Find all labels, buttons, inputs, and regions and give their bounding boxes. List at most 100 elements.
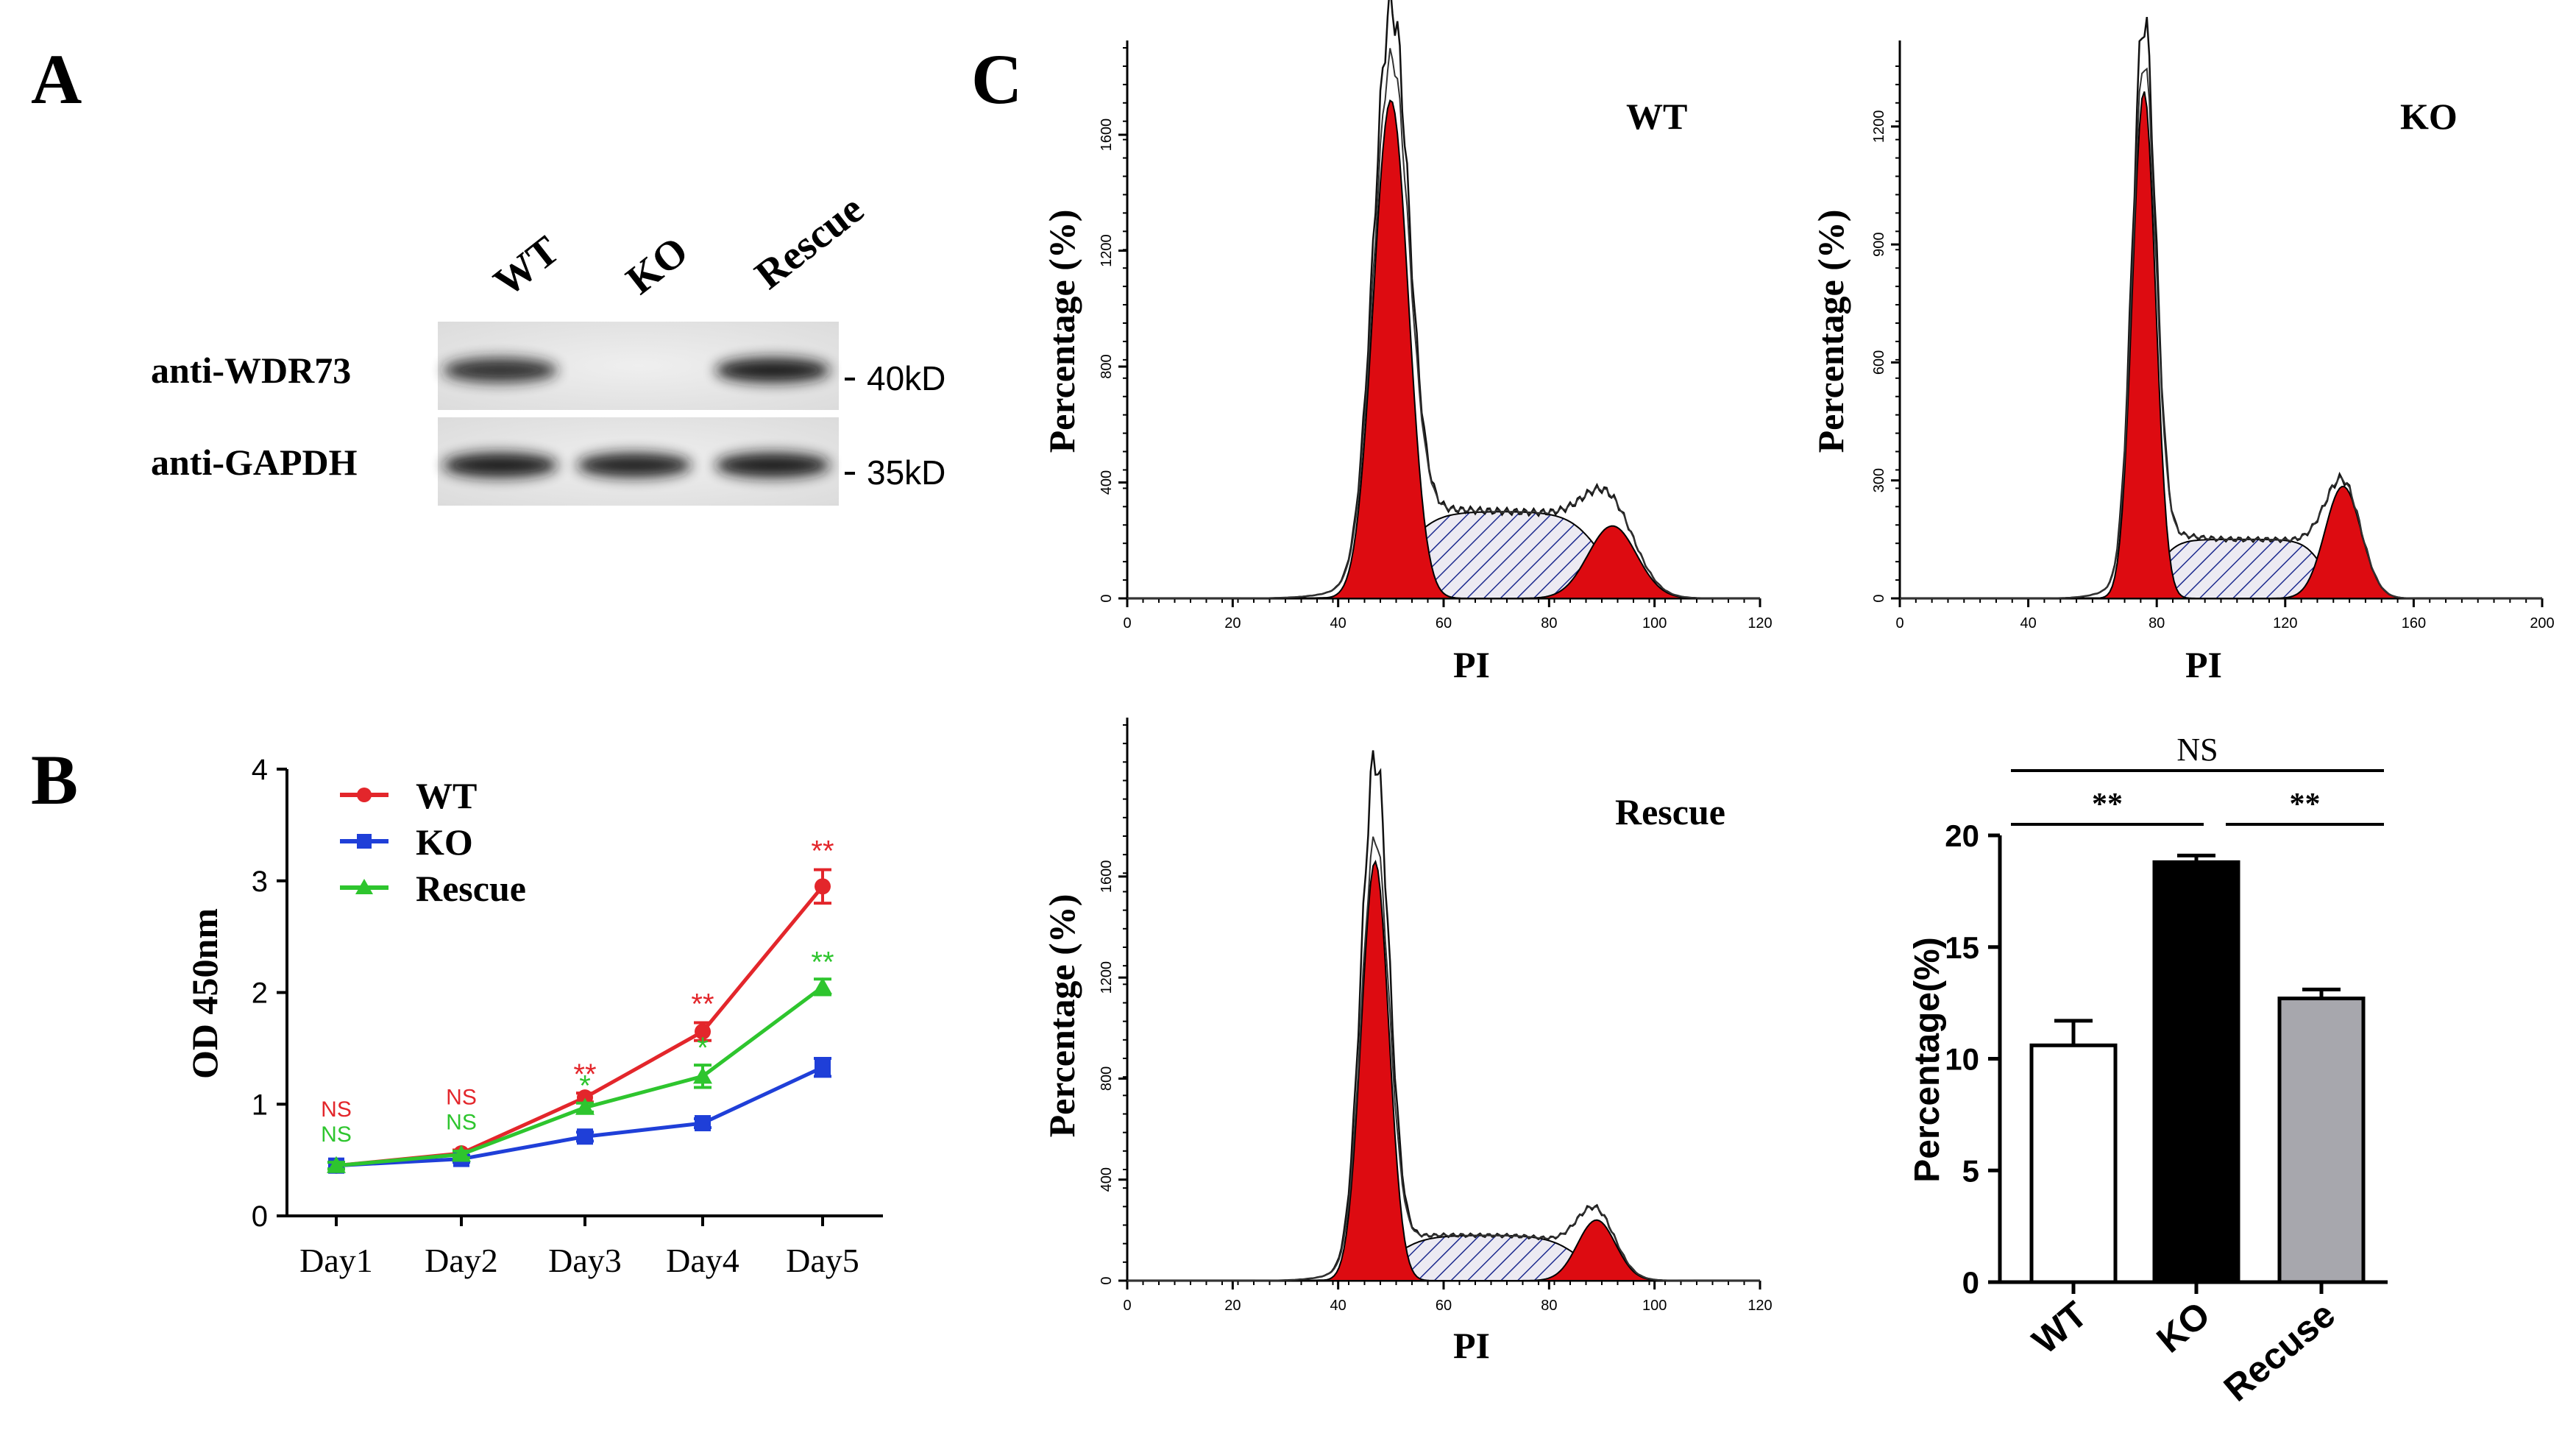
bar-y-tick-label: 20 [1945,818,1979,853]
line-point-rescue [813,977,832,994]
blot-band-1-2 [715,453,830,478]
hist-data-envelope [1127,0,1760,600]
bar-sig-label: ** [2092,788,2123,821]
bar-x-tick-label: WT [2025,1294,2096,1362]
bar-y-tick-label: 0 [1962,1265,1979,1300]
hist-y-tick-label: 0 [1099,594,1115,602]
hist-x-tick-label: 0 [1895,615,1903,631]
blot-band-0-2 [715,358,830,383]
hist-x-tick-label: 160 [2402,615,2426,631]
hist-g1-peak [1900,91,2542,599]
bar-wt [2029,1043,2118,1284]
hist-ko-ylabel: Percentage (%) [1810,210,1851,453]
bar-y-label: Percentage(%) [1908,937,1947,1182]
sig-label-wt: NS [446,1085,477,1109]
panel-letter-b: B [31,740,78,819]
line-x-tick-label: Day3 [548,1242,622,1279]
legend-marker-rescue [355,879,373,894]
hist-x-tick-label: 60 [1436,1298,1452,1314]
hist-s-phase [1127,1234,1760,1281]
hist-y-tick-label: 300 [1871,468,1887,492]
bar-y-tick-label: 10 [1945,1042,1979,1077]
sig-label-wt: NS [321,1097,352,1122]
hist-s-phase [1127,511,1760,599]
hist-model-fit [1900,67,2542,599]
line-y-tick-label: 2 [252,977,268,1010]
line-point-wt [695,1023,711,1040]
sig-label-rescue: * [579,1070,591,1103]
line-point-ko [695,1115,711,1132]
hist-y-tick-label: 400 [1099,1167,1115,1192]
hist-x-tick-label: 0 [1123,1298,1131,1314]
sig-label-rescue: ** [811,946,834,978]
hist-x-tick-label: 40 [1330,1298,1346,1314]
blot-band-1-1 [577,453,692,478]
hist-x-tick-label: 120 [1748,615,1772,631]
bar-x-tick-label: Recuse [2216,1294,2343,1409]
bar-recuse [2277,997,2366,1284]
marker-35kd: 35kD [867,453,945,492]
hist-y-tick-label: 800 [1099,1066,1115,1091]
blot-row-label-wdr73: anti-WDR73 [151,350,351,391]
blot-band-1-0 [443,453,558,478]
sig-label-wt: ** [691,988,714,1020]
hist-x-tick-label: 40 [2020,615,2036,631]
histogram-ko: KO PI Percentage (%) 0 40 80 120 160 200 0 300 6… [1810,16,2555,685]
bar-ko [2152,860,2240,1284]
legend-label-wt: WT [416,775,477,816]
hist-y-tick-label: 1600 [1099,860,1115,894]
hist-rescue-ylabel: Percentage (%) [1041,894,1082,1138]
bar-sig-label: NS [2176,732,2218,768]
legend-label-rescue: Rescue [416,868,526,909]
hist-x-tick-label: 100 [1642,615,1667,631]
hist-rescue-title: Rescue [1615,791,1725,832]
marker-40kd: 40kD [867,359,945,397]
line-y-tick-label: 3 [252,866,268,898]
hist-y-tick-label: 1200 [1871,110,1887,144]
hist-y-tick-label: 1200 [1099,234,1115,267]
hist-x-tick-label: 80 [1541,1298,1557,1314]
lane-label-wt: WT [486,227,568,305]
line-x-tick-label: Day5 [786,1242,859,1279]
hist-y-tick-label: 600 [1871,350,1887,375]
hist-x-tick-label: 100 [1642,1298,1667,1314]
hist-model-fit [1127,836,1760,1281]
line-point-rescue [327,1156,346,1173]
blot-band-0-0 [443,358,558,383]
hist-y-tick-label: 1200 [1099,961,1115,994]
blot-row-label-gapdh: anti-GAPDH [151,442,358,483]
hist-x-tick-label: 20 [1224,1298,1241,1314]
histogram-rescue: Rescue PI Percentage (%) 0 20 40 60 80 100 120… [1041,718,1773,1366]
sig-label-rescue: NS [321,1122,352,1147]
line-x-tick-label: Day4 [666,1242,739,1279]
hist-x-tick-label: 200 [2530,615,2554,631]
hist-x-tick-label: 60 [1436,615,1452,631]
hist-y-tick-label: 0 [1871,594,1887,602]
bar-y-tick-label: 5 [1962,1153,1979,1188]
sig-label-rescue: * [697,1032,709,1064]
line-y-tick-label: 0 [252,1200,268,1233]
hist-x-tick-label: 80 [2149,615,2165,631]
hist-s-phase [1900,538,2542,599]
sig-label-wt: ** [811,835,834,868]
panel-letter-a: A [31,40,82,118]
bar-x-tick-label: KO [2149,1294,2218,1361]
hist-x-tick-label: 0 [1123,615,1131,631]
hist-rescue-xlabel: PI [1453,1325,1490,1366]
hist-x-tick-label: 80 [1541,615,1557,631]
lane-label-rescue: Rescue [747,186,873,298]
hist-y-tick-label: 0 [1099,1276,1115,1284]
bar-sig-label: ** [2290,788,2321,821]
line-y-tick-label: 4 [252,754,268,786]
line-y-label: OD 450nm [184,908,225,1079]
hist-y-tick-label: 900 [1871,232,1887,256]
hist-wt-title: WT [1626,96,1687,137]
hist-x-tick-label: 120 [2273,615,2297,631]
hist-y-tick-label: 400 [1099,470,1115,495]
hist-ko-title: KO [2400,96,2458,137]
bar-y-tick-label: 15 [1945,930,1979,965]
hist-g1-peak [1127,859,1760,1281]
hist-ko-xlabel: PI [2185,644,2222,685]
